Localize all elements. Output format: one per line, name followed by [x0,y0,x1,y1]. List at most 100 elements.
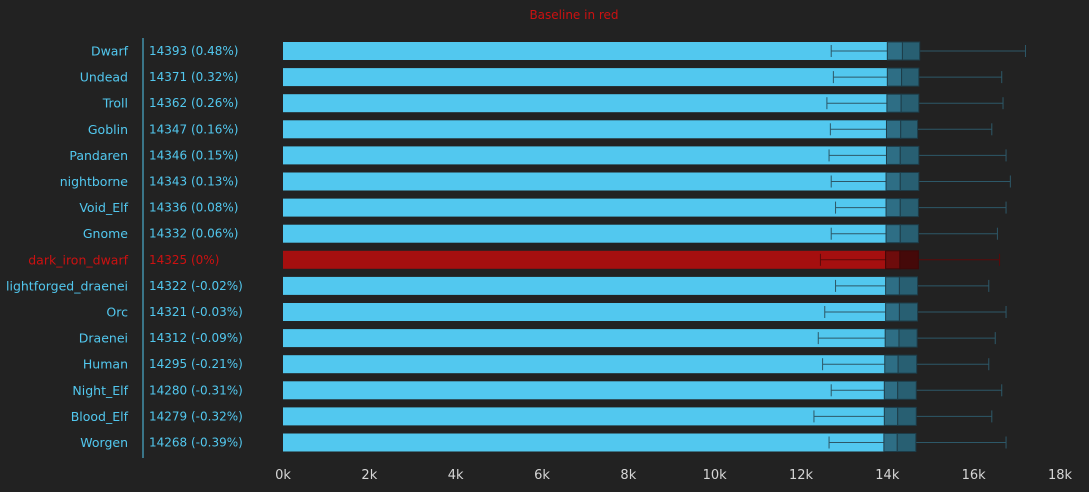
category-label: Dwarf [91,44,129,59]
category-label: Draenei [79,331,128,346]
box-lower [885,250,901,270]
category-label: Goblin [88,122,128,137]
box-lower [885,198,901,218]
box-upper [899,250,919,270]
bar [283,407,900,426]
x-tick-label: 8k [620,468,636,483]
box-upper [898,328,918,348]
x-tick-label: 18k [1048,468,1073,483]
box-lower [886,41,903,61]
value-label: 14347 (0.16%) [149,122,238,136]
value-label: 14325 (0%) [149,253,219,267]
box-upper [899,172,920,191]
value-label: 14279 (-0.32%) [149,409,243,423]
box-lower [884,354,899,374]
value-label: 14322 (-0.02%) [149,279,243,293]
bar [283,146,903,165]
box-upper [896,433,917,452]
box-upper [899,145,920,165]
value-label: 14295 (-0.21%) [149,357,243,371]
bar-row: Dwarf 14393 (0.48%) [91,41,1026,61]
bar-row: Blood_Elf 14279 (-0.32%) [71,406,993,426]
bar-row: Troll 14362 (0.26%) [102,93,1004,113]
x-tick-label: 0k [275,468,291,483]
category-label: Worgen [80,435,128,450]
bar [283,120,903,139]
box-lower [885,224,901,244]
bar [283,172,903,191]
bar-row: Pandaren 14346 (0.15%) [69,145,1007,165]
bar [283,250,902,269]
x-tick-label: 16k [962,468,987,483]
bar [283,68,904,87]
bar [283,381,900,400]
box-upper [897,406,917,426]
category-label: Void_Elf [79,200,128,215]
bar-row: Worgen 14268 (-0.39%) [80,433,1007,452]
bar-row: Goblin 14347 (0.16%) [88,119,993,139]
bar-row: Night_Elf 14280 (-0.31%) [72,380,1003,400]
x-axis: 0k 2k 4k 6k 8k 10k 12k 14k 16k 18k [275,468,1072,483]
rows-group: Dwarf 14393 (0.48%) Undead 14371 (0.32%) Tro… [6,41,1026,452]
category-label: lightforged_draenei [6,278,128,293]
bar [283,329,901,348]
bar-row: dark_iron_dwarf 14325 (0%) [28,250,1001,270]
bar-row: lightforged_draenei 14322 (-0.02%) [6,276,990,296]
value-label: 14312 (-0.09%) [149,331,243,345]
value-label: 14332 (0.06%) [149,227,238,241]
bar-row: Orc 14321 (-0.03%) [106,302,1007,322]
value-label: 14321 (-0.03%) [149,305,243,319]
value-label: 14371 (0.32%) [149,70,238,84]
bar [283,355,901,374]
bar [283,303,902,321]
bar-row: Human 14295 (-0.21%) [83,354,990,374]
box-upper [898,276,919,296]
box-lower [883,406,899,426]
value-label: 14362 (0.26%) [149,96,238,110]
category-label: Night_Elf [72,383,128,398]
box-lower [885,145,901,165]
box-lower [883,380,899,400]
value-label: 14280 (-0.31%) [149,383,243,397]
value-label: 14393 (0.48%) [149,44,238,58]
box-lower [886,67,903,87]
bar-row: Draenei 14312 (-0.09%) [79,328,996,348]
box-upper [899,198,919,218]
category-label: Undead [80,70,128,85]
value-label: 14346 (0.15%) [149,148,238,162]
box-lower [885,119,902,139]
box-upper [897,380,917,400]
box-lower [885,302,900,322]
bar-row: Undead 14371 (0.32%) [80,67,1003,87]
x-tick-label: 4k [448,468,464,483]
category-label: dark_iron_dwarf [28,252,128,267]
box-upper [899,224,919,244]
box-upper [900,119,919,139]
x-tick-label: 2k [361,468,377,483]
bar-row: Gnome 14332 (0.06%) [83,224,998,244]
box-lower [886,93,902,113]
value-label: 14343 (0.13%) [149,175,238,189]
chart-subtitle: Baseline in red [529,8,618,22]
category-label: Troll [102,96,128,111]
bar [283,224,902,243]
box-lower [884,328,900,348]
value-label: 14336 (0.08%) [149,201,238,215]
category-label: Gnome [83,226,128,241]
box-upper [901,67,920,87]
category-label: Orc [106,305,128,320]
category-label: Pandaren [69,148,128,163]
box-lower [885,172,901,191]
x-tick-label: 10k [703,468,728,483]
value-label: 14268 (-0.39%) [149,436,243,450]
bar [283,433,899,452]
box-lower [883,433,898,452]
bar-row: nightborne 14343 (0.13%) [60,172,1011,191]
bar [283,276,902,295]
box-upper [898,302,919,322]
x-tick-label: 12k [789,468,814,483]
box-upper [901,41,921,61]
bar-row: Void_Elf 14336 (0.08%) [79,198,1007,218]
box-upper [897,354,918,374]
